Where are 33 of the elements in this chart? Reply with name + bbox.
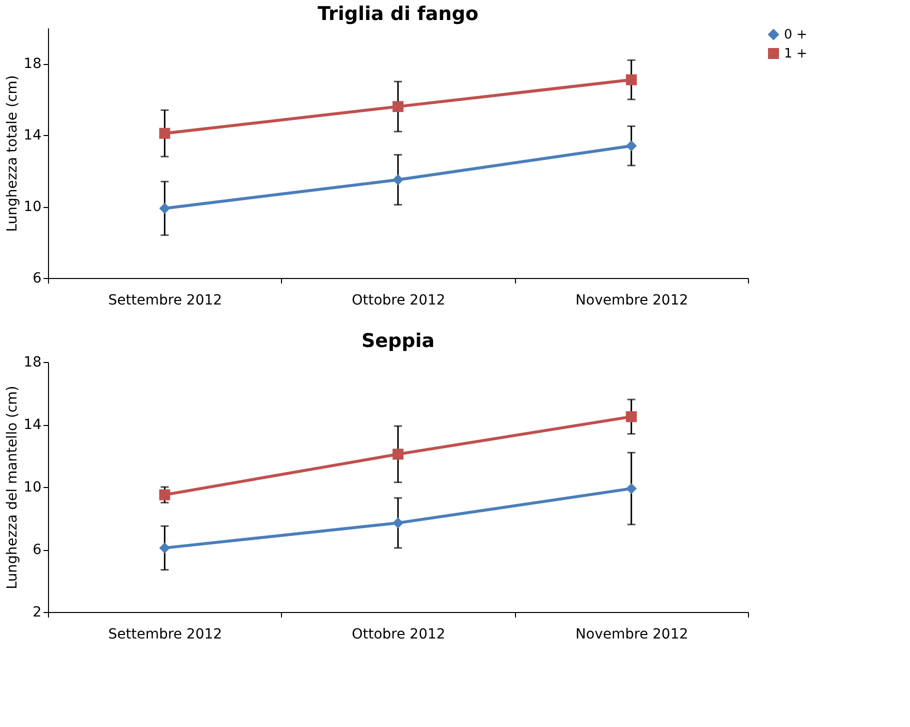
point [626,140,637,152]
point [626,483,637,494]
x-tick-label: Ottobre 2012 [352,292,446,308]
y-tick-label: 6 [32,270,42,286]
y-tick-label: 18 [24,354,42,370]
y-tick-label: 2 [32,604,42,620]
legend-label: 0 + [784,28,808,42]
y-tick-label: 6 [32,542,42,558]
y-tick-label: 10 [24,199,42,216]
legend-label: 1 + [784,46,808,62]
point [392,101,404,112]
point [159,202,170,214]
y-tick-label: 14 [24,417,42,433]
y-axis-title: Lunghezza totale (cm) [4,75,21,232]
x-tick-label: Settembre 2012 [108,292,222,308]
point [159,542,170,554]
point [626,74,637,86]
x-tick-label: Settembre 2012 [108,626,222,642]
x-tick-label: Novembre 2012 [576,292,688,308]
point [159,128,170,139]
chart-title: Triglia di fango [318,3,478,25]
y-tick-label: 10 [24,480,42,496]
x-tick-label: Ottobre 2012 [352,626,446,642]
point [392,517,404,528]
point [392,448,404,460]
y-tick-label: 14 [24,128,42,144]
x-tick-label: Novembre 2012 [576,626,688,642]
y-axis-title: Lunghezza del mantello (cm) [4,386,21,590]
chart-title: Seppia [361,330,435,352]
point [626,411,637,422]
y-tick-label: 18 [24,56,42,72]
point [392,174,404,186]
point [159,489,170,500]
